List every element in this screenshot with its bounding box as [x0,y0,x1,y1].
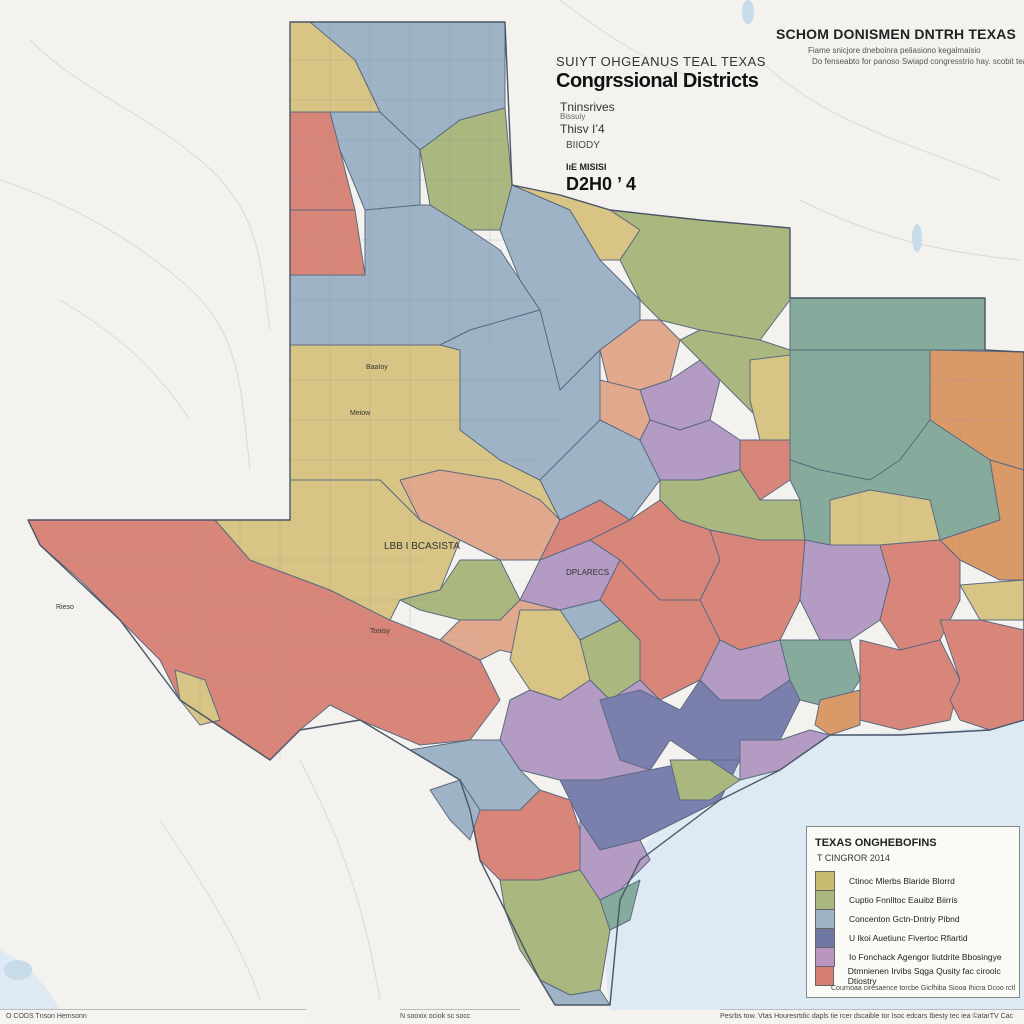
map-label-panhandle: BaaIoy [366,364,388,371]
meta-line-1: Tninsrives [560,100,615,114]
district-sa-green [669,759,741,801]
map-label-southwest: Tooisy [370,628,390,635]
top-right-subtitle-1: Fiame snicjore dneboinra peliasiono kega… [808,46,981,55]
map-kicker: SUIYT OHGEANUS TEAL TEXAS [556,54,766,69]
lake-3 [4,960,32,980]
lake-2 [742,0,754,24]
meta-line-4: BIIODY [566,140,600,151]
map-label-central: DPLARECS [566,568,610,577]
district-panhandle-red-2 [289,209,366,276]
legend-label: U Ikoi Auetiunc Fivertoc Rfiartid [849,933,968,943]
top-right-subtitle-2: Do fenseabto for panoso Swiapd congresst… [812,57,1024,66]
legend-title: TEXAS ONGHEBOFINS [815,837,937,849]
legend-footnote: Cournoaa ciresaence torcbe Gicfhiba Sioo… [831,985,1016,992]
map-label-west-central: Meiow [350,410,371,417]
legend-item: Ctinoc Mlerbs Blaride Blorrd [815,871,955,891]
district-ne-teal [789,297,986,351]
legend-label: Dtmnienen Irvibs Sqga Qusity fac ciroolc… [847,966,1001,986]
legend-label: Ctinoc Mlerbs Blaride Blorrd [849,876,955,886]
district-south-blue-2 [429,779,481,841]
legend-item: Cuptio Fnnlltoc Eauibz Biirris [815,890,958,910]
map-title: Congrssional Districts [556,70,759,92]
footer-center: N sooxix ociok sc socc [400,1009,520,1024]
district-houston-orange [814,689,861,736]
district-panhandle-green-e [419,107,513,231]
district-ec-blue [559,599,621,641]
legend-item: Concenton Gctn-Dntriy Pibnd [815,909,960,929]
legend-item: Dtmnienen Irvibs Sqga Qusity fac ciroolc… [815,966,1019,986]
district-ne-yellow-2 [959,579,1024,621]
map-legend: TEXAS ONGHEBOFINS T CINGROR 2014 Ctinoc … [806,826,1020,998]
legend-swatch [815,928,835,948]
meta-line-2: Bissuiy [560,112,586,121]
legend-subtitle: T CINGROR 2014 [817,853,890,863]
legend-swatch [815,947,835,967]
meta-line-3: Thisv I’4 [560,122,605,136]
legend-item: Io Fonchack Agengor Iiutdrite Bbosingye [815,947,1002,967]
legend-swatch [815,871,835,891]
county-lines [60,22,1024,760]
legend-label: Cuptio Fnnlltoc Eauibz Biirris [849,895,958,905]
district-polygons [27,21,1024,1006]
legend-swatch [815,909,835,929]
legend-item: U Ikoi Auetiunc Fivertoc Rfiartid [815,928,968,948]
district-ne-orange-2 [939,459,1024,581]
texas-outline [27,21,1024,1006]
map-label-trans-pecos: LBB I BCASISTA [384,541,460,552]
top-right-title: SCHOM DONISMEN DNTRH TEXAS [776,26,1017,42]
meta-line-5: IıE MISISI [566,162,607,172]
legend-label: Concenton Gctn-Dntriy Pibnd [849,914,960,924]
legend-label: Io Fonchack Agengor Iiutdrite Bbosingye [849,952,1002,962]
district-dfw-red [739,439,791,501]
footer-left: O CODS Tnson Hemsonn [0,1009,306,1024]
legend-swatch [815,966,834,986]
map-label-far-west: Rieso [56,604,74,611]
district-houston-red-2 [859,639,961,731]
footer-right: Pesrbs tow. Vtas Houresrtdic dapls tie r… [720,1009,1024,1024]
meta-line-6: D2H0 ’ 4 [566,174,637,194]
terrain-lines [0,0,1021,1001]
lake-1 [912,224,922,252]
legend-swatch [815,890,835,910]
